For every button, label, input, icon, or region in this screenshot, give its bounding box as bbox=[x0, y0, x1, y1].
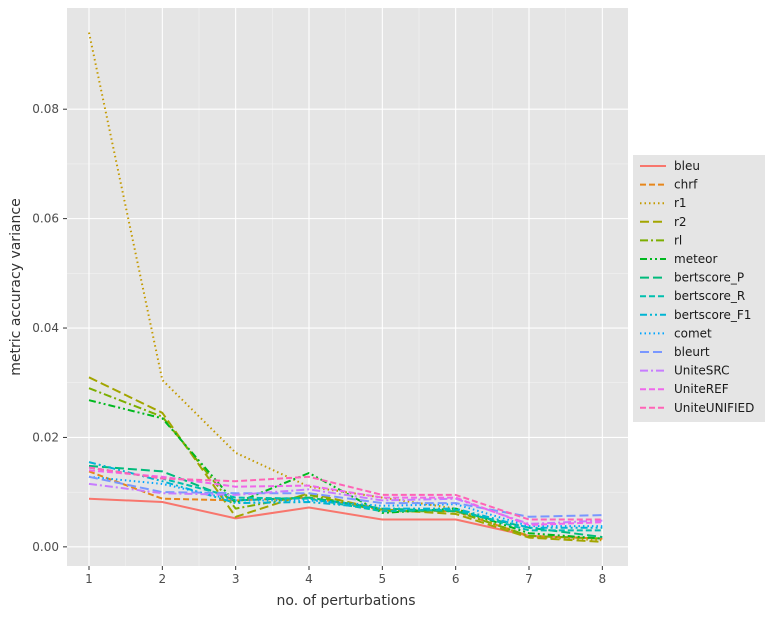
y-tick-label: 0.02 bbox=[32, 430, 59, 444]
series-line-r2 bbox=[88, 376, 603, 543]
series-line-uniteunified bbox=[88, 466, 603, 521]
legend-label: bertscore_P bbox=[674, 271, 744, 285]
grid-lines bbox=[67, 8, 628, 566]
x-tick-label: 6 bbox=[452, 572, 460, 586]
legend-label: comet bbox=[674, 326, 712, 340]
legend-label: rl bbox=[674, 233, 682, 247]
x-tick-label: 8 bbox=[599, 572, 607, 586]
legend-label: r2 bbox=[674, 215, 687, 229]
x-tick-label: 1 bbox=[85, 572, 93, 586]
axis-ticks: 1 2 3 4 5 6 7 8 0.00 0.02 0.04 0.06 0.08 bbox=[32, 102, 606, 586]
series-line-bertscore-r bbox=[88, 466, 603, 532]
legend-label: UniteUNIFIED bbox=[674, 401, 754, 415]
series-line-r1 bbox=[88, 32, 603, 542]
legend: bleu chrf r1 r2 rl meteor bertscore_P bertscore… bbox=[633, 155, 765, 422]
legend-label: bertscore_R bbox=[674, 289, 745, 303]
legend-label: meteor bbox=[674, 252, 718, 266]
series-line-bertscore-f1 bbox=[88, 461, 603, 529]
legend-label: r1 bbox=[674, 196, 687, 210]
y-tick-label: 0.08 bbox=[32, 102, 59, 116]
plot-panel bbox=[67, 8, 628, 566]
x-tick-label: 3 bbox=[232, 572, 240, 586]
x-tick-label: 2 bbox=[159, 572, 167, 586]
legend-label: chrf bbox=[674, 178, 698, 192]
legend-label: bleurt bbox=[674, 345, 710, 359]
y-tick-label: 0.04 bbox=[32, 321, 59, 335]
y-axis-title: metric accuracy variance bbox=[8, 198, 24, 375]
series-lines bbox=[88, 32, 603, 543]
legend-label: UniteREF bbox=[674, 382, 729, 396]
y-tick-label: 0.06 bbox=[32, 212, 59, 226]
legend-label: UniteSRC bbox=[674, 364, 730, 378]
x-axis-title: no. of perturbations bbox=[277, 593, 416, 609]
x-tick-label: 4 bbox=[305, 572, 313, 586]
legend-background bbox=[633, 155, 765, 422]
legend-label: bleu bbox=[674, 159, 700, 173]
x-tick-label: 7 bbox=[525, 572, 533, 586]
x-tick-label: 5 bbox=[379, 572, 387, 586]
y-tick-label: 0.00 bbox=[32, 540, 59, 554]
series-line-comet bbox=[88, 475, 603, 528]
legend-label: bertscore_F1 bbox=[674, 308, 751, 322]
